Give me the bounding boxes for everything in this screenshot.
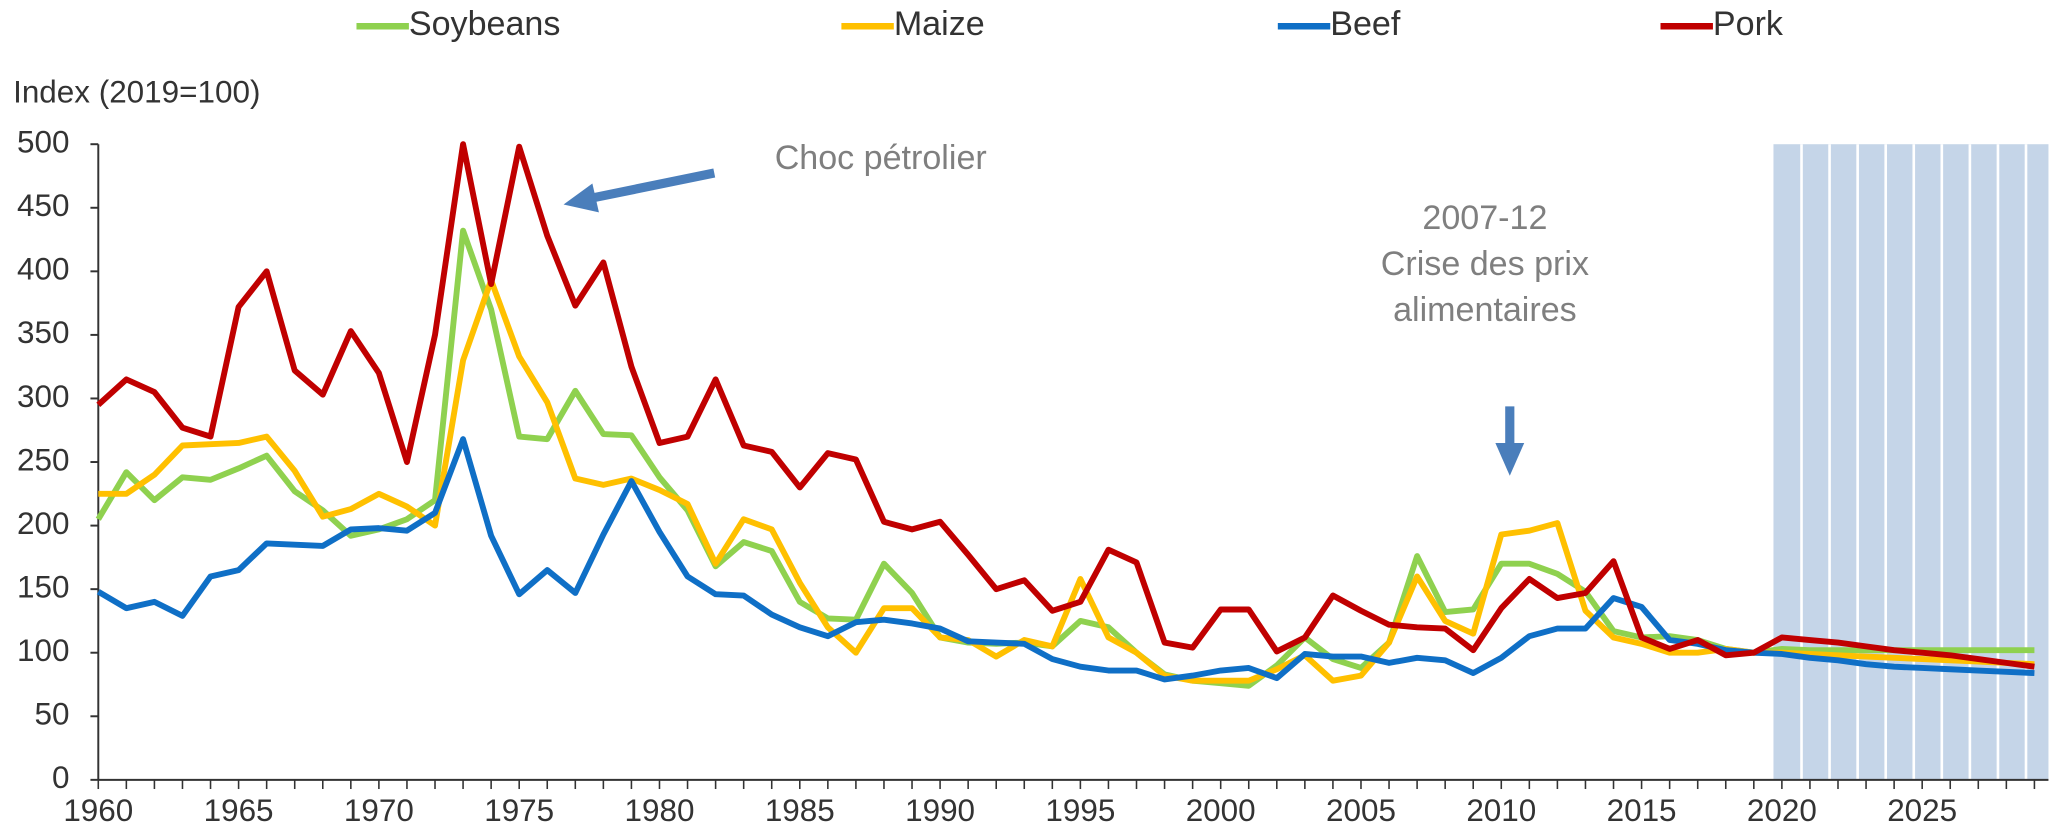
y-tick-label: 100: [17, 633, 69, 668]
x-tick-label: 1985: [765, 793, 835, 828]
y-tick-label: 200: [17, 506, 69, 541]
x-tick-label: 1975: [484, 793, 554, 828]
x-tick-label: 1970: [344, 793, 414, 828]
x-tick-label: 2010: [1466, 793, 1536, 828]
legend-label: Beef: [1330, 5, 1401, 43]
y-tick-label: 0: [52, 760, 69, 795]
x-tick-label: 1990: [905, 793, 975, 828]
y-tick-label: 350: [17, 315, 69, 350]
annotation: Crise des prix: [1381, 245, 1589, 283]
x-tick-label: 1980: [625, 793, 695, 828]
series-line: [98, 277, 2035, 684]
annotation: Choc pétrolier: [775, 139, 987, 177]
x-tick-label: 2015: [1607, 793, 1677, 828]
y-tick-label: 300: [17, 379, 69, 414]
x-tick-label: 1995: [1045, 793, 1115, 828]
annotation: 2007-12: [1422, 199, 1547, 237]
legend-label: Maize: [894, 5, 985, 43]
x-tick-label: 1965: [204, 793, 274, 828]
legend-label: Pork: [1713, 5, 1784, 43]
series-line: [96, 436, 2035, 683]
y-tick-label: 400: [17, 252, 69, 287]
x-tick-label: 2000: [1186, 793, 1256, 828]
x-tick-label: 2005: [1326, 793, 1396, 828]
projection-area: [1773, 144, 2049, 780]
y-tick-label: 150: [17, 569, 69, 604]
arrow: [1495, 406, 1525, 476]
series-line: [96, 141, 2035, 670]
legend-label: Soybeans: [409, 5, 561, 43]
x-tick-label: 2020: [1747, 793, 1817, 828]
y-tick-label: 450: [17, 188, 69, 223]
y-tick-label: 500: [17, 125, 69, 160]
y-axis-label: Index (2019=100): [13, 75, 260, 110]
y-tick-label: 50: [34, 697, 69, 732]
arrow: [563, 168, 716, 213]
plot: 0 50 100 150 200 250 300 350 400 450 500 1960 1965 19…: [17, 5, 2049, 828]
x-tick-label: 1960: [63, 793, 133, 828]
annotation: alimentaires: [1393, 291, 1577, 329]
y-tick-label: 250: [17, 442, 69, 477]
x-tick-label: 2025: [1887, 793, 1957, 828]
